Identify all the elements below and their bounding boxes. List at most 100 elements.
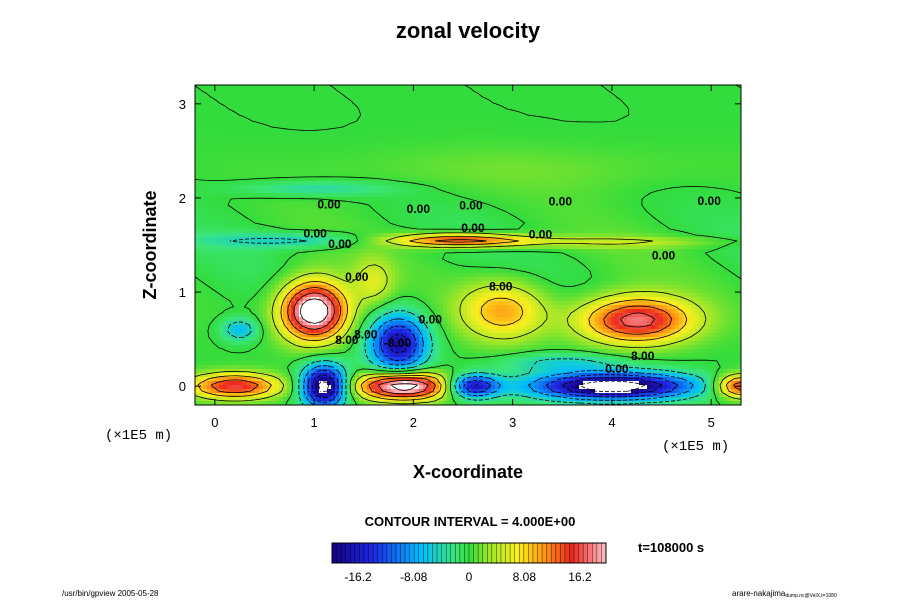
field-cell xyxy=(667,185,672,190)
field-cell xyxy=(335,213,340,218)
field-cell xyxy=(323,169,328,174)
field-cell xyxy=(411,217,416,222)
field-cell xyxy=(543,189,548,194)
field-cell xyxy=(483,129,488,134)
field-cell xyxy=(295,173,300,178)
field-cell xyxy=(207,201,212,206)
field-cell xyxy=(223,101,228,106)
field-cell xyxy=(619,121,624,126)
field-cell xyxy=(323,193,328,198)
field-cell xyxy=(231,105,236,110)
field-cell xyxy=(527,221,532,226)
field-cell xyxy=(347,157,352,162)
field-cell xyxy=(659,165,664,170)
field-cell xyxy=(295,157,300,162)
field-cell xyxy=(363,137,368,142)
field-cell xyxy=(367,97,372,102)
field-cell xyxy=(631,89,636,94)
field-cell xyxy=(391,205,396,210)
field-cell xyxy=(623,197,628,202)
field-cell xyxy=(503,205,508,210)
field-cell xyxy=(271,145,276,150)
field-cell xyxy=(267,145,272,150)
field-cell xyxy=(427,161,432,166)
field-cell xyxy=(383,97,388,102)
field-cell xyxy=(327,217,332,222)
field-cell xyxy=(427,125,432,130)
field-cell xyxy=(643,225,648,230)
field-cell xyxy=(375,137,380,142)
field-cell xyxy=(591,205,596,210)
field-cell xyxy=(627,181,632,186)
field-cell xyxy=(699,173,704,178)
field-cell xyxy=(575,121,580,126)
field-cell xyxy=(619,101,624,106)
field-cell xyxy=(411,121,416,126)
field-cell xyxy=(719,109,724,114)
field-cell xyxy=(651,105,656,110)
field-cell xyxy=(419,221,424,226)
field-cell xyxy=(699,141,704,146)
field-cell xyxy=(591,193,596,198)
field-cell xyxy=(327,141,332,146)
field-cell xyxy=(523,89,528,94)
field-cell xyxy=(643,89,648,94)
field-cell xyxy=(587,201,592,206)
field-cell xyxy=(499,93,504,98)
field-cell xyxy=(359,153,364,158)
field-cell xyxy=(699,157,704,162)
field-cell xyxy=(619,149,624,154)
field-cell xyxy=(287,225,292,230)
field-cell xyxy=(483,149,488,154)
field-cell xyxy=(659,177,664,182)
field-cell xyxy=(671,93,676,98)
field-cell xyxy=(723,209,728,214)
field-cell xyxy=(275,101,280,106)
field-cell xyxy=(591,121,596,126)
field-cell xyxy=(731,133,736,138)
field-cell xyxy=(499,149,504,154)
field-cell xyxy=(735,113,740,118)
field-cell xyxy=(495,185,500,190)
field-cell xyxy=(639,133,644,138)
field-cell xyxy=(199,225,204,230)
field-cell xyxy=(435,109,440,114)
field-cell xyxy=(563,117,568,122)
field-cell xyxy=(439,201,444,206)
field-cell xyxy=(483,217,488,222)
field-cell xyxy=(219,89,224,94)
field-cell xyxy=(523,217,528,222)
field-cell xyxy=(395,129,400,134)
field-cell xyxy=(483,161,488,166)
field-cell xyxy=(707,105,712,110)
field-cell xyxy=(567,145,572,150)
field-cell xyxy=(251,217,256,222)
field-cell xyxy=(267,113,272,118)
field-cell xyxy=(571,101,576,106)
field-cell xyxy=(535,97,540,102)
field-cell xyxy=(543,149,548,154)
field-cell xyxy=(419,225,424,230)
field-cell xyxy=(495,149,500,154)
field-cell xyxy=(531,85,536,90)
field-cell xyxy=(595,169,600,174)
field-cell xyxy=(267,177,272,182)
field-cell xyxy=(647,173,652,178)
field-cell xyxy=(535,121,540,126)
field-cell xyxy=(207,121,212,126)
field-cell xyxy=(355,137,360,142)
field-cell xyxy=(415,217,420,222)
field-cell xyxy=(663,189,668,194)
field-cell xyxy=(279,117,284,122)
field-cell xyxy=(243,217,248,222)
field-cell xyxy=(651,209,656,214)
field-cell xyxy=(527,145,532,150)
field-cell xyxy=(735,225,740,230)
field-cell xyxy=(367,181,372,186)
field-cell xyxy=(423,93,428,98)
field-cell xyxy=(395,153,400,158)
field-cell xyxy=(327,117,332,122)
field-cell xyxy=(423,169,428,174)
field-cell xyxy=(575,193,580,198)
field-cell xyxy=(443,145,448,150)
